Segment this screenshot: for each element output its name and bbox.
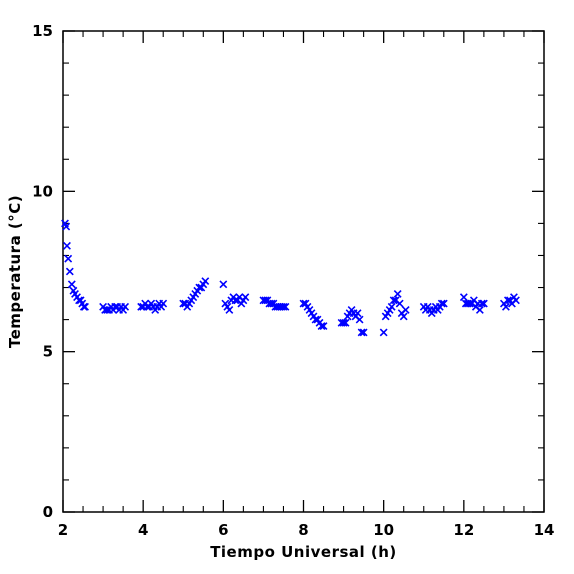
tick-labels: 2 4 6 8 10 12 14 0 5 10 15: [32, 22, 554, 539]
data-point: [459, 293, 468, 302]
data-point: [157, 302, 166, 311]
data-point: [199, 280, 208, 289]
data-point: [475, 306, 484, 314]
data-point: [385, 306, 394, 314]
data-points: [61, 219, 520, 337]
data-point: [305, 306, 314, 314]
data-point: [512, 296, 520, 305]
data-point: [147, 299, 156, 308]
data-point: [81, 302, 89, 311]
x-axis-title: Tiempo Universal (h): [210, 543, 397, 561]
data-point: [307, 309, 316, 318]
data-point: [439, 299, 448, 308]
data-point: [339, 318, 348, 327]
data-point: [65, 267, 74, 276]
data-point: [381, 312, 390, 321]
data-point: [359, 328, 368, 337]
data-point: [303, 302, 312, 311]
data-point: [427, 309, 436, 318]
y-axis-title: Temperatura (°C): [6, 195, 24, 348]
data-point: [357, 328, 366, 337]
data-point: [159, 299, 168, 308]
data-point: [225, 306, 234, 314]
data-point: [383, 309, 392, 318]
data-point: [183, 302, 192, 311]
data-point: [223, 302, 232, 311]
data-point: [197, 283, 206, 292]
data-point: [241, 293, 250, 302]
data-point: [313, 315, 322, 324]
data-point: [185, 299, 194, 308]
x-tick-label: 8: [298, 521, 308, 539]
data-point: [67, 280, 76, 289]
data-point: [343, 312, 352, 321]
data-point: [389, 296, 398, 305]
x-tick-label: 6: [218, 521, 228, 539]
data-point: [433, 306, 442, 314]
data-point: [387, 302, 396, 311]
x-tick-label: 12: [453, 521, 474, 539]
x-tick-label: 2: [58, 521, 68, 539]
data-point: [341, 318, 350, 327]
data-point: [219, 280, 228, 289]
data-point: [393, 290, 402, 298]
data-point: [395, 299, 404, 308]
x-tick-label: 10: [373, 521, 394, 539]
data-point: [62, 222, 71, 231]
plot-frame: [62, 30, 545, 513]
data-point: [187, 296, 196, 305]
y-tick-label: 5: [43, 343, 53, 361]
data-point: [121, 302, 130, 311]
axis-ticks: [62, 30, 545, 513]
y-tick-label: 0: [43, 503, 53, 521]
data-point: [399, 312, 408, 321]
y-tick-label: 15: [32, 22, 53, 40]
data-point: [237, 299, 246, 308]
data-point: [201, 277, 210, 286]
data-point: [347, 306, 356, 314]
data-point: [355, 315, 364, 324]
data-point: [437, 299, 446, 308]
data-point: [71, 290, 79, 298]
x-tick-label: 4: [138, 521, 148, 539]
data-point: [64, 254, 73, 263]
data-point: [191, 290, 200, 298]
x-tick-label: 14: [534, 521, 555, 539]
y-tick-label: 10: [32, 182, 53, 200]
data-point: [119, 306, 128, 314]
data-point: [301, 299, 310, 308]
data-point: [317, 322, 326, 330]
data-point: [510, 293, 518, 302]
data-point: [501, 302, 510, 311]
data-point: [281, 302, 290, 311]
data-point: [319, 322, 328, 330]
data-point: [477, 299, 486, 308]
data-point: [379, 328, 388, 337]
data-point: [221, 299, 230, 308]
data-point: [63, 241, 71, 250]
data-point: [151, 306, 160, 314]
data-point: [279, 302, 288, 311]
data-point: [423, 302, 432, 311]
data-point: [79, 302, 88, 311]
data-point: [479, 299, 488, 308]
data-point: [189, 293, 198, 302]
data-point: [353, 309, 362, 318]
data-point: [401, 306, 410, 314]
data-point: [239, 296, 248, 305]
